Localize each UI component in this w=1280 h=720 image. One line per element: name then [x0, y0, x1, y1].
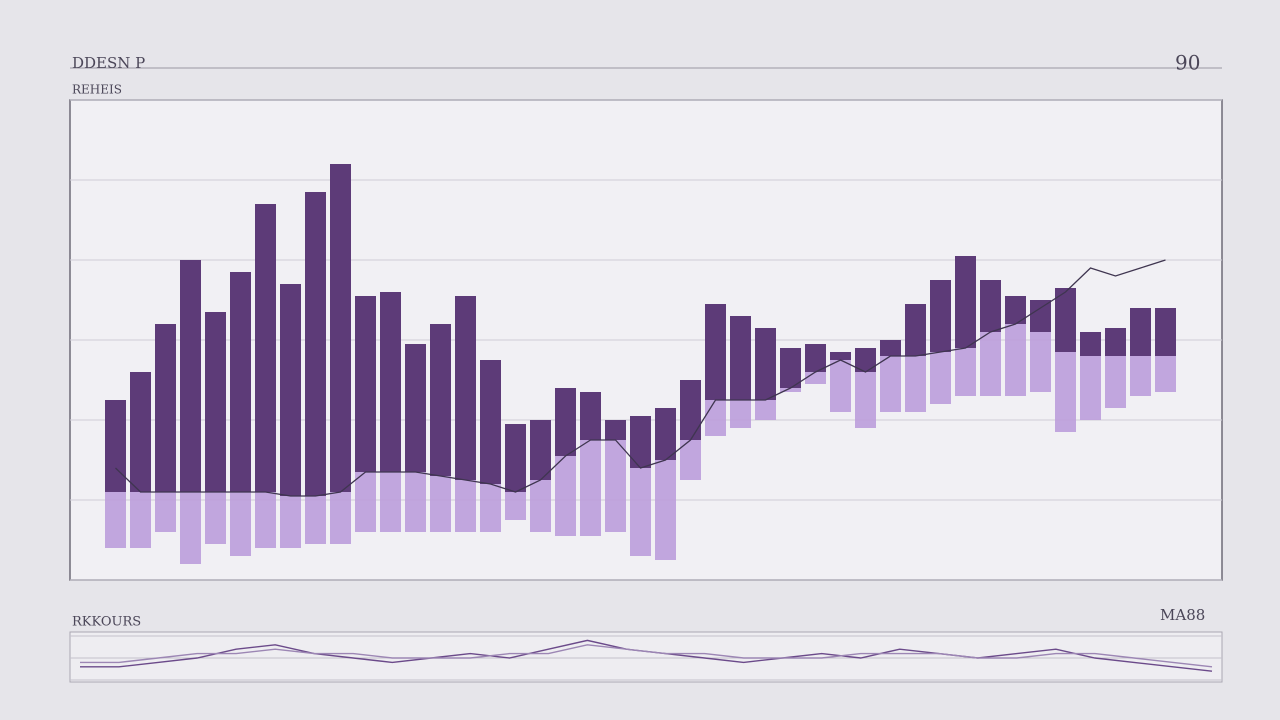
low-bar: [1005, 324, 1026, 396]
low-bar: [455, 480, 476, 532]
low-bar: [880, 356, 901, 412]
lower-corner-label: MA88: [1160, 606, 1205, 624]
low-bar: [855, 372, 876, 428]
high-bar: [230, 272, 251, 492]
high-bar: [405, 344, 426, 472]
high-bar: [305, 192, 326, 496]
high-bar: [1155, 308, 1176, 356]
low-bar: [755, 400, 776, 420]
low-bar: [930, 352, 951, 404]
high-bar: [730, 316, 751, 400]
high-bar: [1030, 300, 1051, 332]
high-bar: [880, 340, 901, 356]
high-bar: [580, 392, 601, 440]
low-bar: [1030, 332, 1051, 392]
high-bar: [655, 408, 676, 460]
lower-frame: [69, 631, 1223, 683]
high-bar: [980, 280, 1001, 332]
high-bar: [330, 164, 351, 492]
low-bar: [555, 456, 576, 536]
high-bar: [205, 312, 226, 492]
high-bar: [1080, 332, 1101, 356]
low-bar: [730, 400, 751, 428]
corner-label: 90: [1175, 51, 1200, 75]
low-bar: [105, 492, 126, 548]
low-bar: [805, 372, 826, 384]
high-bar: [530, 420, 551, 480]
low-bar: [830, 360, 851, 412]
high-bar: [555, 388, 576, 456]
high-bar: [605, 420, 626, 440]
low-bar: [1155, 356, 1176, 392]
high-bar: [755, 328, 776, 400]
low-bar: [330, 492, 351, 544]
high-bar: [630, 416, 651, 468]
low-bar: [605, 440, 626, 532]
low-bar: [680, 440, 701, 480]
high-bar: [455, 296, 476, 480]
high-bar: [680, 380, 701, 440]
chart-title: DDESN P: [72, 54, 145, 72]
low-bar: [305, 496, 326, 544]
low-bar: [230, 492, 251, 556]
high-bar: [1005, 296, 1026, 324]
low-bar: [580, 440, 601, 536]
low-bar: [180, 492, 201, 564]
low-bar: [480, 484, 501, 532]
low-bar: [905, 356, 926, 412]
high-bar: [130, 372, 151, 492]
high-bar: [430, 324, 451, 476]
high-bar: [1130, 308, 1151, 356]
low-bar: [255, 492, 276, 548]
low-bar: [1105, 356, 1126, 408]
low-bar: [630, 468, 651, 556]
low-bar: [430, 476, 451, 532]
chart-subtitle: REHEIS: [72, 83, 122, 97]
high-bar: [1105, 328, 1126, 356]
low-bar: [405, 472, 426, 532]
lower-title: RKKOURS: [72, 615, 141, 630]
low-bar: [380, 472, 401, 532]
high-bar: [830, 352, 851, 360]
low-bar: [980, 332, 1001, 396]
high-bar: [955, 256, 976, 348]
high-bar: [855, 348, 876, 372]
trend-line: [115, 259, 1166, 497]
high-bar: [505, 424, 526, 492]
high-bar: [280, 284, 301, 496]
high-bar: [180, 260, 201, 492]
low-bar: [955, 348, 976, 396]
high-bar: [780, 348, 801, 388]
low-bar: [705, 400, 726, 436]
low-bar: [280, 496, 301, 548]
low-bar: [530, 480, 551, 532]
high-bar: [380, 292, 401, 472]
high-bar: [255, 204, 276, 492]
low-bar: [655, 460, 676, 560]
high-bar: [480, 360, 501, 484]
high-bar: [930, 280, 951, 352]
low-bar: [1055, 352, 1076, 432]
low-bar: [780, 388, 801, 392]
high-bar: [355, 296, 376, 472]
low-bar: [1130, 356, 1151, 396]
low-bar: [205, 492, 226, 544]
high-bar: [1055, 288, 1076, 352]
line-series: [80, 644, 1213, 668]
low-bar: [1080, 356, 1101, 420]
low-bar: [505, 492, 526, 520]
low-bar: [130, 492, 151, 548]
high-bar: [805, 344, 826, 372]
low-bar: [155, 492, 176, 532]
high-bar: [155, 324, 176, 492]
high-bar: [705, 304, 726, 400]
high-bar: [105, 400, 126, 492]
low-bar: [355, 472, 376, 532]
high-bar: [905, 304, 926, 356]
